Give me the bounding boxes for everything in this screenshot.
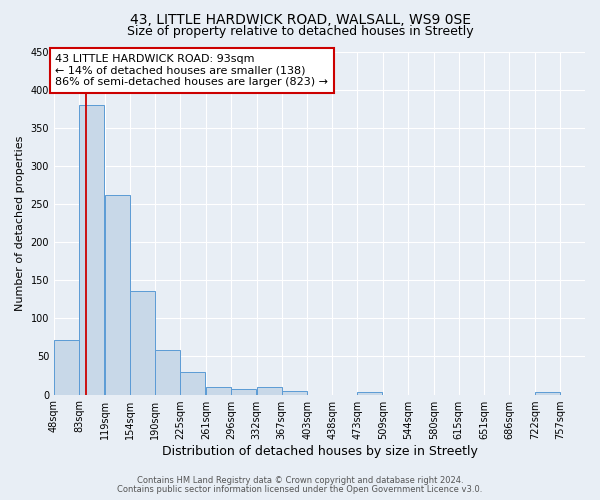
Text: 43, LITTLE HARDWICK ROAD, WALSALL, WS9 0SE: 43, LITTLE HARDWICK ROAD, WALSALL, WS9 0… (130, 12, 470, 26)
Bar (130, 291, 155, 395)
Bar (358, 392, 382, 394)
Bar (231, 389, 256, 394)
Text: Contains public sector information licensed under the Open Government Licence v3: Contains public sector information licen… (118, 484, 482, 494)
Bar (54, 340, 79, 394)
Bar (181, 372, 205, 394)
Bar (206, 387, 231, 394)
Bar (257, 387, 281, 394)
Bar (155, 350, 181, 395)
Y-axis label: Number of detached properties: Number of detached properties (15, 136, 25, 310)
Bar (79, 105, 104, 395)
Text: Contains HM Land Registry data © Crown copyright and database right 2024.: Contains HM Land Registry data © Crown c… (137, 476, 463, 485)
Bar (281, 391, 307, 394)
X-axis label: Distribution of detached houses by size in Streetly: Distribution of detached houses by size … (161, 444, 478, 458)
Text: 43 LITTLE HARDWICK ROAD: 93sqm
← 14% of detached houses are smaller (138)
86% of: 43 LITTLE HARDWICK ROAD: 93sqm ← 14% of … (55, 54, 328, 87)
Bar (535, 392, 560, 394)
Text: Size of property relative to detached houses in Streetly: Size of property relative to detached ho… (127, 25, 473, 38)
Bar (105, 195, 130, 394)
